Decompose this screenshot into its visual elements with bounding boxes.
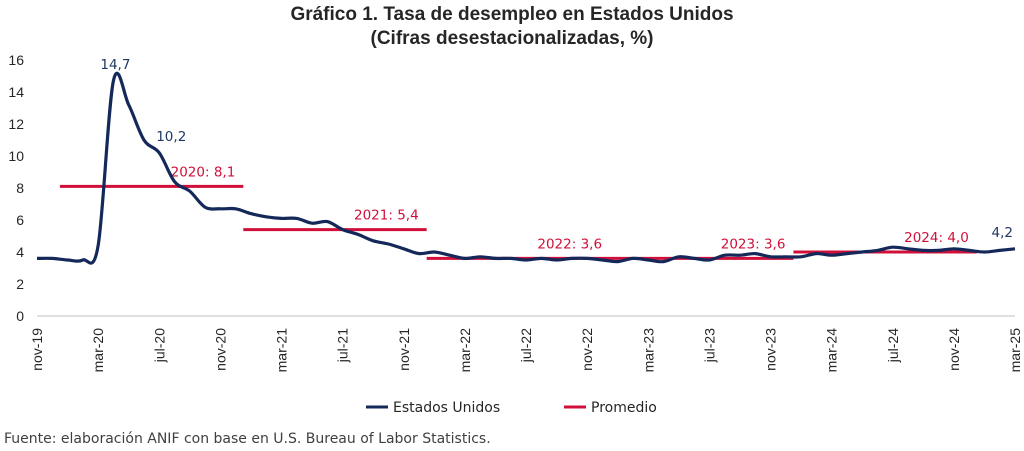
x-tick-label: nov-23: [763, 328, 779, 371]
average-label: 2023: 3,6: [721, 236, 786, 252]
y-tick-label: 4: [16, 244, 24, 260]
x-tick-label: mar-22: [457, 328, 473, 373]
y-tick-label: 2: [16, 276, 24, 292]
data-label: 14,7: [100, 57, 130, 73]
x-tick-label: mar-24: [824, 328, 840, 373]
chart-title: Gráfico 1. Tasa de desempleo en Estados …: [290, 4, 734, 25]
x-tick-label: jul-20: [151, 328, 167, 363]
y-tick-label: 0: [16, 308, 24, 324]
average-label: 2024: 4,0: [904, 230, 969, 246]
x-tick-label: mar-23: [640, 328, 656, 373]
y-tick-label: 14: [8, 84, 24, 100]
y-tick-label: 8: [16, 180, 24, 196]
x-tick-label: jul-22: [518, 328, 534, 363]
series-lines: [36, 71, 1016, 265]
x-tick-label: nov-22: [579, 328, 595, 371]
legend-label-promedio: Promedio: [591, 400, 657, 416]
legend-label-estados-unidos: Estados Unidos: [393, 400, 500, 416]
source-note: Fuente: elaboración ANIF con base en U.S…: [4, 431, 491, 447]
x-tick-label: jul-24: [885, 328, 901, 363]
x-tick-label: jul-23: [701, 328, 717, 363]
data-label: 4,2: [992, 225, 1013, 241]
axes: 0 2 4 6 8 10 12 14 16 nov-19 mar-20 jul-20 nov-20 mar…: [8, 52, 1023, 372]
chart-subtitle: (Cifras desestacionalizadas, %): [370, 28, 654, 49]
x-tick-label: nov-19: [29, 328, 45, 371]
x-tick-label: nov-20: [212, 328, 228, 371]
data-labels: 14,7 10,2 4,2: [100, 57, 1013, 241]
average-lines: 2020: 8,1 2021: 5,4 2022: 3,6 2023: 3,6 2024…: [59, 164, 977, 260]
x-tick-label: mar-21: [274, 328, 290, 373]
x-tick-label: nov-24: [946, 328, 962, 371]
x-tick-label: mar-25: [1007, 328, 1023, 373]
average-label: 2020: 8,1: [171, 164, 236, 180]
x-tick-label: nov-21: [396, 328, 412, 371]
x-tick-label: jul-21: [335, 328, 351, 363]
average-label: 2022: 3,6: [537, 236, 602, 252]
average-label: 2021: 5,4: [354, 208, 419, 224]
y-tick-label: 10: [8, 148, 24, 164]
y-tick-label: 6: [16, 212, 24, 228]
series-line-estados-unidos: [36, 71, 1016, 265]
x-tick-label: mar-20: [90, 328, 106, 373]
data-label: 10,2: [156, 129, 186, 145]
legend: Estados Unidos Promedio: [366, 400, 657, 416]
y-tick-label: 12: [8, 116, 24, 132]
unemployment-chart: 0 2 4 6 8 10 12 14 16 nov-19 mar-20 jul-20 nov-20 mar…: [8, 52, 1023, 416]
y-tick-label: 16: [8, 52, 24, 68]
